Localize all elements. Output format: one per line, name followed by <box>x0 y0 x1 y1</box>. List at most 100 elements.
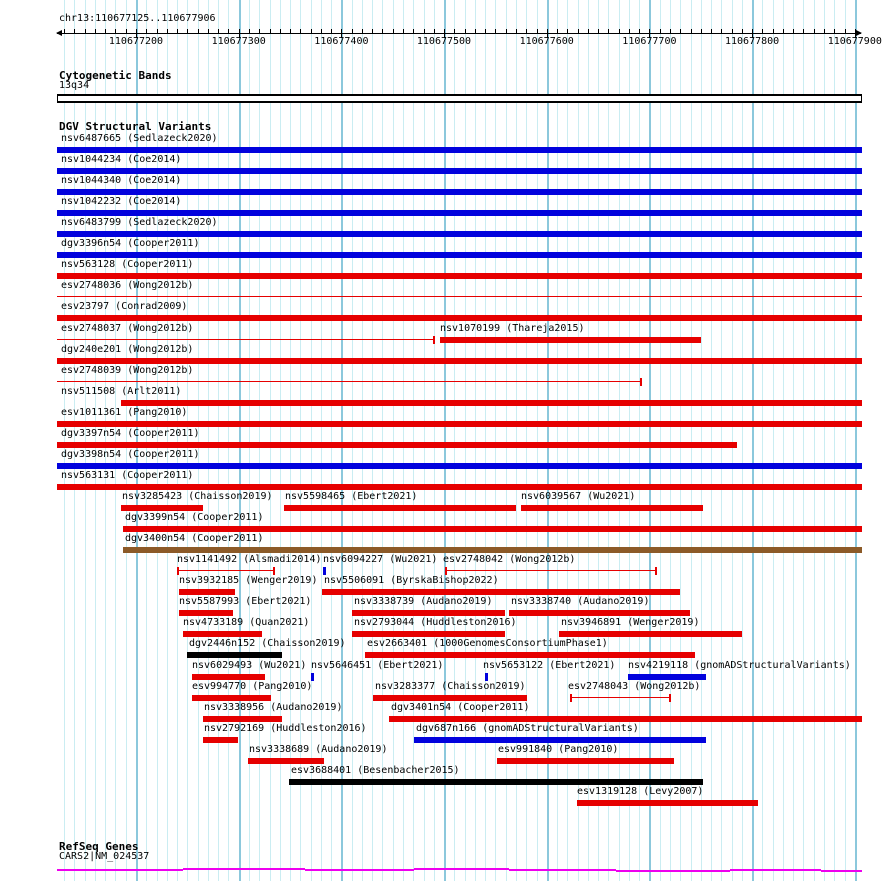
variant-bar[interactable] <box>57 463 862 469</box>
variant-label[interactable]: esv1319128 (Levy2007) <box>577 786 704 797</box>
variant-bar[interactable] <box>57 315 862 321</box>
variant-bar[interactable] <box>373 695 527 701</box>
variant-bar[interactable] <box>121 400 862 406</box>
variant-label[interactable]: nsv6029493 (Wu2021) <box>192 660 307 671</box>
variant-label[interactable]: esv23797 (Conrad2009) <box>61 301 188 312</box>
variant-span-line[interactable] <box>445 570 656 571</box>
variant-label[interactable]: esv2748042 (Wong2012b) <box>443 554 576 565</box>
variant-label[interactable]: nsv563128 (Cooper2011) <box>61 259 194 270</box>
variant-bar[interactable] <box>559 631 742 637</box>
variant-bar[interactable] <box>322 589 680 595</box>
gene-line-segment[interactable] <box>730 869 821 871</box>
variant-label[interactable]: dgv2446n152 (Chaisson2019) <box>189 638 346 649</box>
variant-label[interactable]: nsv1042232 (Coe2014) <box>61 196 182 207</box>
variant-bar[interactable] <box>57 273 862 279</box>
variant-bar[interactable] <box>57 168 862 174</box>
cytoband-box[interactable] <box>57 94 862 103</box>
variant-label[interactable]: nsv5598465 (Ebert2021) <box>285 491 418 502</box>
variant-label[interactable]: esv3688401 (Besenbacher2015) <box>291 765 460 776</box>
variant-label[interactable]: nsv2792169 (Huddleston2016) <box>204 723 367 734</box>
variant-label[interactable]: dgv3399n54 (Cooper2011) <box>125 512 264 523</box>
variant-label[interactable]: nsv3283377 (Chaisson2019) <box>375 681 526 692</box>
variant-bar[interactable] <box>57 484 862 490</box>
variant-bar[interactable] <box>365 652 695 658</box>
variant-label[interactable]: nsv1044340 (Coe2014) <box>61 175 182 186</box>
gene-line-segment[interactable] <box>821 870 862 872</box>
variant-bar[interactable] <box>389 716 862 722</box>
variant-bar[interactable] <box>57 358 862 364</box>
variant-bar[interactable] <box>203 716 282 722</box>
variant-label[interactable]: dgv240e201 (Wong2012b) <box>61 344 194 355</box>
variant-bar[interactable] <box>352 610 505 616</box>
variant-bar[interactable] <box>289 779 703 785</box>
variant-bar[interactable] <box>123 526 862 532</box>
variant-bar[interactable] <box>57 210 862 216</box>
variant-label[interactable]: nsv6487665 (Sedlazeck2020) <box>61 133 218 144</box>
gene-line-segment[interactable] <box>616 870 730 872</box>
variant-label[interactable]: esv2748036 (Wong2012b) <box>61 280 194 291</box>
variant-label[interactable]: nsv3932185 (Wenger2019) <box>179 575 318 586</box>
variant-bar[interactable] <box>57 442 737 448</box>
variant-label[interactable]: dgv3400n54 (Cooper2011) <box>125 533 264 544</box>
variant-label[interactable]: nsv5653122 (Ebert2021) <box>483 660 616 671</box>
variant-label[interactable]: nsv5646451 (Ebert2021) <box>311 660 444 671</box>
variant-bar[interactable] <box>121 505 203 511</box>
variant-label[interactable]: nsv3338739 (Audano2019) <box>354 596 493 607</box>
variant-bar[interactable] <box>577 800 758 806</box>
variant-label[interactable]: nsv3338689 (Audano2019) <box>249 744 388 755</box>
variant-label[interactable]: dgv3396n54 (Cooper2011) <box>61 238 200 249</box>
variant-bar[interactable] <box>628 674 706 680</box>
variant-label[interactable]: nsv3338956 (Audano2019) <box>204 702 343 713</box>
variant-label[interactable]: esv2748039 (Wong2012b) <box>61 365 194 376</box>
variant-bar[interactable] <box>183 631 262 637</box>
variant-label[interactable]: nsv6094227 (Wu2021) <box>323 554 438 565</box>
variant-label[interactable]: nsv6483799 (Sedlazeck2020) <box>61 217 218 228</box>
variant-span-line[interactable] <box>57 381 641 382</box>
variant-label[interactable]: esv991840 (Pang2010) <box>498 744 619 755</box>
variant-label[interactable]: esv1011361 (Pang2010) <box>61 407 188 418</box>
variant-label[interactable]: dgv687n166 (gnomADStructuralVariants) <box>416 723 639 734</box>
variant-point-tick[interactable] <box>485 673 488 681</box>
variant-bar[interactable] <box>57 252 862 258</box>
variant-label[interactable]: nsv3338740 (Audano2019) <box>511 596 650 607</box>
variant-label[interactable]: esv2748043 (Wong2012b) <box>568 681 701 692</box>
gene-line-segment[interactable] <box>305 869 414 871</box>
variant-span-line[interactable] <box>177 570 274 571</box>
variant-span-line[interactable] <box>57 296 862 297</box>
variant-label[interactable]: nsv6039567 (Wu2021) <box>521 491 636 502</box>
variant-label[interactable]: esv994770 (Pang2010) <box>192 681 313 692</box>
variant-point-tick[interactable] <box>311 673 314 681</box>
variant-bar[interactable] <box>248 758 324 764</box>
variant-label[interactable]: nsv5587993 (Ebert2021) <box>179 596 312 607</box>
variant-label[interactable]: dgv3397n54 (Cooper2011) <box>61 428 200 439</box>
variant-label[interactable]: esv2663401 (1000GenomesConsortiumPhase1) <box>367 638 608 649</box>
variant-bar[interactable] <box>57 189 862 195</box>
variant-bar[interactable] <box>192 674 265 680</box>
variant-bar[interactable] <box>192 695 271 701</box>
variant-bar[interactable] <box>187 652 282 658</box>
variant-bar[interactable] <box>497 758 674 764</box>
variant-bar[interactable] <box>179 610 233 616</box>
variant-label[interactable]: nsv3285423 (Chaisson2019) <box>122 491 273 502</box>
variant-label[interactable]: esv2748037 (Wong2012b) <box>61 323 194 334</box>
variant-label[interactable]: nsv1141492 (Alsmadi2014) <box>177 554 322 565</box>
variant-bar[interactable] <box>414 737 706 743</box>
variant-label[interactable]: nsv3946891 (Wenger2019) <box>561 617 700 628</box>
variant-bar[interactable] <box>179 589 235 595</box>
variant-bar[interactable] <box>521 505 703 511</box>
variant-label[interactable]: nsv511508 (Arlt2011) <box>61 386 182 397</box>
gene-line-segment[interactable] <box>183 868 305 870</box>
variant-label[interactable]: dgv3398n54 (Cooper2011) <box>61 449 200 460</box>
variant-bar[interactable] <box>352 631 505 637</box>
variant-label[interactable]: nsv5506091 (ByrskaBishop2022) <box>324 575 499 586</box>
variant-bar[interactable] <box>509 610 690 616</box>
variant-span-line[interactable] <box>57 339 434 340</box>
variant-label[interactable]: nsv563131 (Cooper2011) <box>61 470 194 481</box>
variant-label[interactable]: nsv1044234 (Coe2014) <box>61 154 182 165</box>
variant-label[interactable]: dgv3401n54 (Cooper2011) <box>391 702 530 713</box>
variant-label[interactable]: nsv4219118 (gnomADStructuralVariants) <box>628 660 851 671</box>
variant-point-tick[interactable] <box>323 567 326 575</box>
variant-bar[interactable] <box>57 231 862 237</box>
variant-bar[interactable] <box>57 147 862 153</box>
variant-bar[interactable] <box>57 421 862 427</box>
